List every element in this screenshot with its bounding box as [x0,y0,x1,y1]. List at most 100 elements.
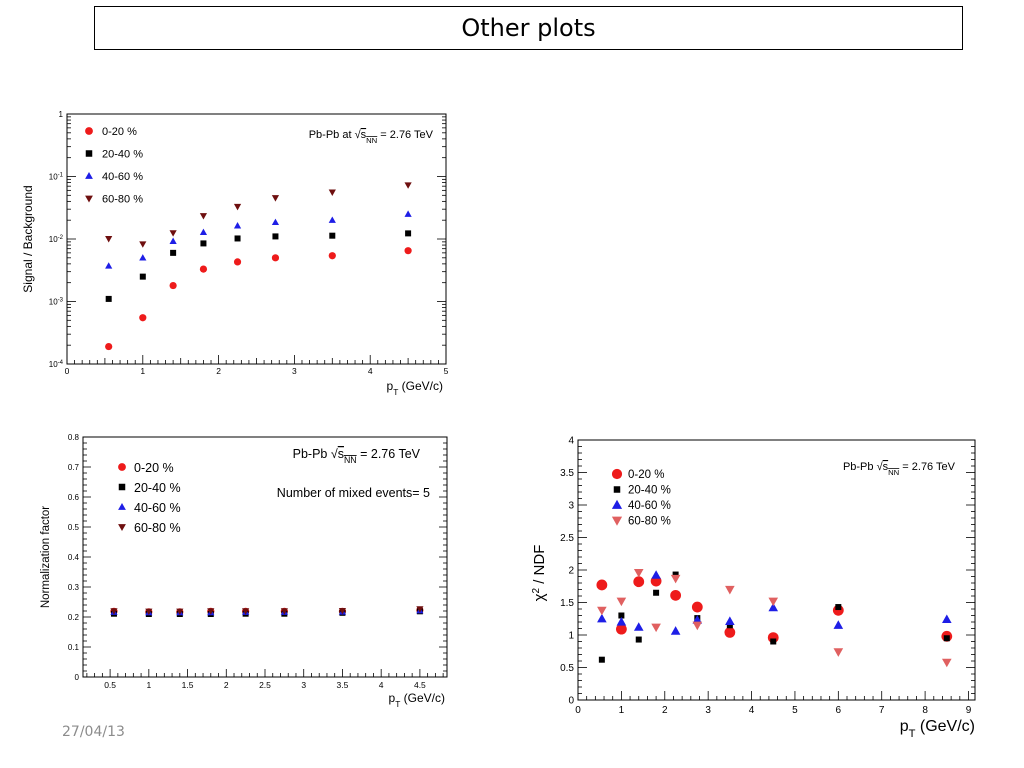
data-point [692,621,703,631]
legend-label: 20-40 % [102,149,143,161]
data-point [271,218,280,226]
data-point [139,241,147,248]
data-point [653,589,660,596]
x-tick-label: 9 [966,705,972,716]
data-point [770,638,777,645]
x-tick-label: 4.5 [414,680,426,690]
data-point [176,608,184,616]
data-point [338,608,347,615]
legend-label: 0-20 % [134,461,174,475]
x-tick-label: 3 [292,366,297,376]
y-tick-label: 0.1 [68,643,80,652]
y-axis-label: χ2 / NDF [531,545,549,602]
data-point [633,569,644,578]
x-tick-label: 3 [301,680,306,690]
y-tick-label: 1 [568,631,574,642]
y-tick-label: 0.5 [560,663,574,674]
legend-label: 40-60 % [134,501,181,515]
data-point [941,614,952,623]
signal-background-plot: 0 1 2 3 4 5 10-4 10-3 10-2 10-1 1 Signal / Backgrou… [21,110,449,397]
data-point [596,579,608,591]
y-axis-label: Signal / Background [21,185,35,292]
data-point [724,627,736,638]
y-tick-label: 2.5 [560,533,574,544]
data-point [672,571,679,578]
data-point [404,182,412,189]
data-point [616,617,627,626]
legend-label: 0-20 % [102,126,137,138]
x-tick-label: 4 [749,705,755,716]
y-tick-label: 10-3 [49,298,64,307]
normalization-factor-plot: 0.5 1 1.5 2 2.5 3 3.5 4 4.5 0 0.1 0.2 0.3 0.4 0.5 0.6 0.… [40,433,448,709]
data-point [199,265,208,273]
legend-marker [118,483,126,491]
legend-label: 60-80 % [628,516,671,528]
series-40-60 % [105,210,412,269]
data-point [616,597,627,607]
legend-marker [118,502,126,510]
legend-label: 60-80 % [134,521,181,535]
data-point [404,247,412,255]
x-tick-label: 0.5 [104,680,116,690]
y-tick-label: 0.2 [68,613,80,622]
data-point [633,622,644,631]
legend-marker [611,516,623,526]
collision-annotation: Pb-Pb √sNN = 2.76 TeV [843,461,956,477]
y-tick-label: 3.5 [560,468,574,479]
data-point [943,635,950,642]
x-axis-label: pT (GeV/c) [900,718,975,740]
data-point [272,233,279,240]
x-tick-label: 4 [379,680,384,690]
data-point [833,620,844,629]
data-point [145,608,153,616]
legend-marker [85,127,93,135]
series-20-40 % [598,571,950,663]
x-tick-label: 1 [140,366,145,376]
data-point [139,314,147,322]
data-point [234,235,241,242]
x-tick-label: 2 [216,366,221,376]
x-tick-label: 5 [444,366,449,376]
x-tick-label: 7 [879,705,885,716]
x-tick-label: 2 [224,680,229,690]
x-tick-label: 6 [836,705,842,716]
x-tick-label: 1 [146,680,151,690]
data-point [635,636,642,643]
data-point [768,602,779,612]
x-tick-label: 5 [792,705,798,716]
data-point [328,216,336,223]
data-point [139,273,146,280]
data-point [835,604,842,611]
legend-marker [85,150,93,157]
footer-date: 27/04/13 [62,724,125,740]
series-60-80 % [110,606,424,616]
y-tick-label: 0.3 [68,583,80,592]
x-tick-label: 2.5 [259,680,271,690]
data-point [618,612,625,619]
legend-marker [118,524,126,532]
data-point [105,262,113,269]
data-point [405,230,412,237]
data-point [597,613,607,623]
x-tick-label: 1 [619,705,625,716]
x-tick-label: 1.5 [182,680,194,690]
x-tick-label: 8 [922,705,928,716]
data-point [170,249,177,256]
data-point [233,203,242,211]
y-tick-label: 10-2 [49,235,64,244]
data-point [651,623,661,633]
data-point [280,608,288,615]
data-point [633,576,645,588]
chi2-ndf-plot: 0 1 2 3 4 5 6 7 8 9 0 0.5 1 1.5 2 2.5 3 3.5 4 χ2 / NDF pT (G… [531,436,976,740]
legend-label: 20-40 % [628,485,671,497]
data-point [328,189,336,196]
data-point [105,295,112,302]
data-point [271,195,280,202]
data-point [670,589,682,601]
data-point [169,230,177,237]
y-tick-label: 0.8 [68,433,80,442]
data-point [233,258,242,266]
data-point [404,210,412,217]
legend-label: 40-60 % [628,500,671,512]
y-tick-label: 10-1 [49,173,64,182]
